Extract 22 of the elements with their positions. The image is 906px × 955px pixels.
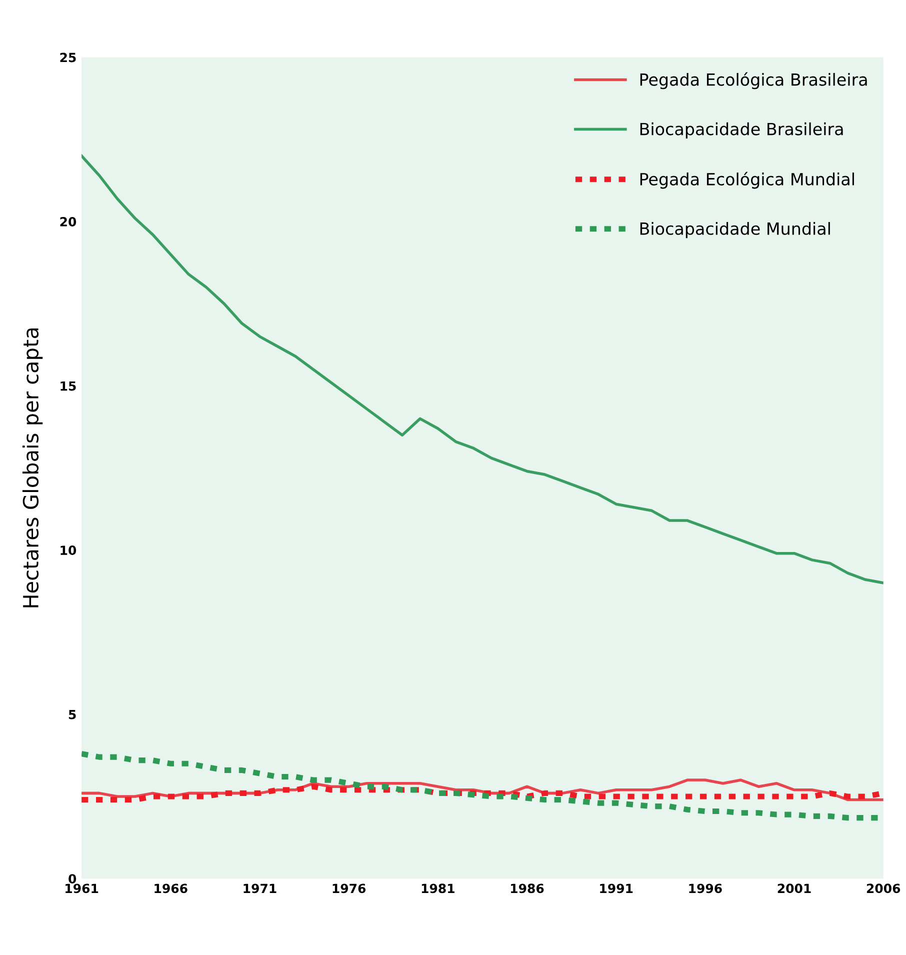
legend-label: Pegada Ecológica Brasileira	[640, 72, 867, 90]
y-tick-label: 15	[60, 381, 76, 391]
legend-label: Biocapacidade Mundial	[640, 222, 830, 238]
x-tick-label: 2001	[778, 884, 811, 894]
x-tick-label: 1981	[422, 884, 454, 894]
y-tick-label: 0	[68, 874, 76, 884]
legend-label: Pegada Ecológica Mundial	[640, 172, 854, 189]
x-tick-label: 1961	[66, 884, 98, 894]
x-tick-label: 1976	[332, 884, 366, 894]
y-axis-title: Hectares Globais per capta	[22, 328, 43, 608]
x-tick-label: 2006	[866, 884, 900, 894]
y-tick-label: 5	[68, 710, 76, 720]
x-tick-label: 1996	[689, 884, 722, 894]
y-tick-label: 10	[60, 546, 76, 556]
x-tick-label: 1986	[511, 884, 544, 894]
legend-label: Biocapacidade Brasileira	[640, 122, 843, 139]
x-tick-label: 1991	[600, 884, 633, 894]
x-tick-label: 1971	[244, 884, 276, 894]
y-tick-label: 20	[60, 217, 76, 226]
line-series	[82, 154, 884, 584]
y-tick-label: 25	[60, 52, 76, 62]
x-tick-label: 1966	[154, 884, 188, 894]
